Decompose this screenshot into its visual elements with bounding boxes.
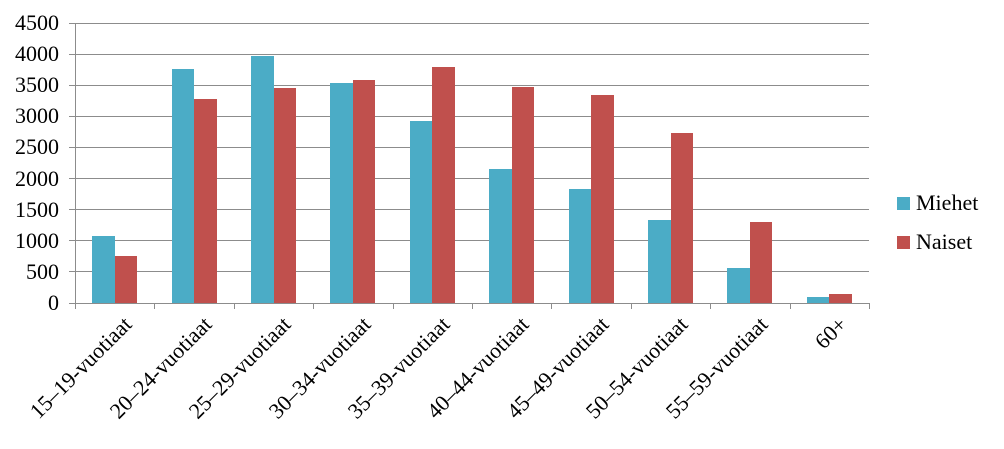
y-axis-tick — [69, 209, 75, 211]
x-axis-tick — [392, 303, 394, 309]
y-axis-tick-label: 1000 — [15, 227, 59, 253]
gridline — [75, 240, 869, 242]
bar-miehet-9 — [806, 297, 830, 303]
legend-swatch-miehet — [897, 196, 910, 210]
y-axis-tick — [69, 271, 75, 273]
x-axis-tick — [710, 303, 712, 309]
bar-miehet-3 — [330, 83, 353, 303]
x-axis-tick — [789, 303, 791, 309]
x-axis-tick — [154, 303, 156, 309]
bar-naiset-9 — [829, 293, 852, 303]
x-axis-tick — [75, 303, 76, 309]
y-axis-tick — [69, 115, 75, 117]
x-axis-tick — [551, 303, 553, 309]
bar-naiset-5 — [511, 87, 535, 303]
gridline — [75, 146, 869, 148]
bar-miehet-5 — [489, 168, 512, 303]
gridline — [75, 209, 869, 211]
legend-label-miehet: Miehet — [916, 190, 979, 215]
x-axis-label-text: 60+ — [809, 311, 852, 354]
gridline — [75, 115, 869, 117]
y-axis-tick — [69, 178, 75, 180]
gridline — [75, 53, 869, 55]
y-axis-tick-label: 2000 — [15, 165, 59, 191]
legend-item-miehet: Miehet — [897, 190, 978, 216]
bar-naiset-6 — [591, 94, 614, 303]
y-axis-tick — [69, 84, 75, 86]
y-axis-tick — [69, 302, 75, 304]
gridline — [75, 271, 869, 273]
y-axis-line — [75, 23, 76, 309]
bar-miehet-8 — [727, 267, 750, 303]
y-axis-tick — [69, 53, 75, 55]
y-axis-tick — [69, 240, 75, 242]
y-axis-tick-label: 3500 — [15, 72, 59, 98]
bar-miehet-4 — [409, 121, 433, 303]
y-axis-tick — [69, 146, 75, 148]
bar-naiset-0 — [114, 256, 138, 303]
bar-naiset-3 — [352, 80, 376, 303]
y-axis-tick-label: 2500 — [15, 134, 59, 160]
bar-miehet-7 — [648, 220, 671, 303]
bar-naiset-1 — [194, 98, 217, 303]
x-axis-tick — [313, 303, 315, 309]
bar-miehet-1 — [171, 69, 195, 303]
y-axis-tick-label: 4000 — [15, 41, 59, 67]
x-axis-tick — [630, 303, 632, 309]
bar-naiset-4 — [432, 67, 455, 303]
y-axis-tick-label: 4500 — [15, 10, 59, 35]
x-axis-tick — [869, 303, 870, 309]
bar-naiset-8 — [749, 222, 773, 303]
gridline — [75, 22, 869, 24]
bar-miehet-2 — [251, 55, 274, 303]
legend: Miehet Naiset — [897, 190, 978, 268]
bar-naiset-7 — [670, 132, 693, 303]
x-axis-tick — [472, 303, 473, 309]
legend-item-naiset: Naiset — [897, 229, 978, 255]
y-axis-tick — [69, 22, 75, 24]
y-axis-tick-label: 500 — [26, 258, 59, 284]
bar-naiset-2 — [273, 87, 296, 303]
legend-label-naiset: Naiset — [916, 229, 973, 254]
bar-miehet-0 — [92, 236, 115, 303]
gridline — [75, 84, 869, 86]
bar-miehet-6 — [568, 189, 592, 303]
gridline — [75, 178, 869, 180]
y-axis-tick-label: 1500 — [15, 196, 59, 222]
x-axis-tick — [233, 303, 235, 309]
y-axis-tick-label: 3000 — [15, 103, 59, 129]
legend-swatch-naiset — [897, 235, 910, 249]
y-axis-tick-label: 0 — [48, 290, 59, 315]
